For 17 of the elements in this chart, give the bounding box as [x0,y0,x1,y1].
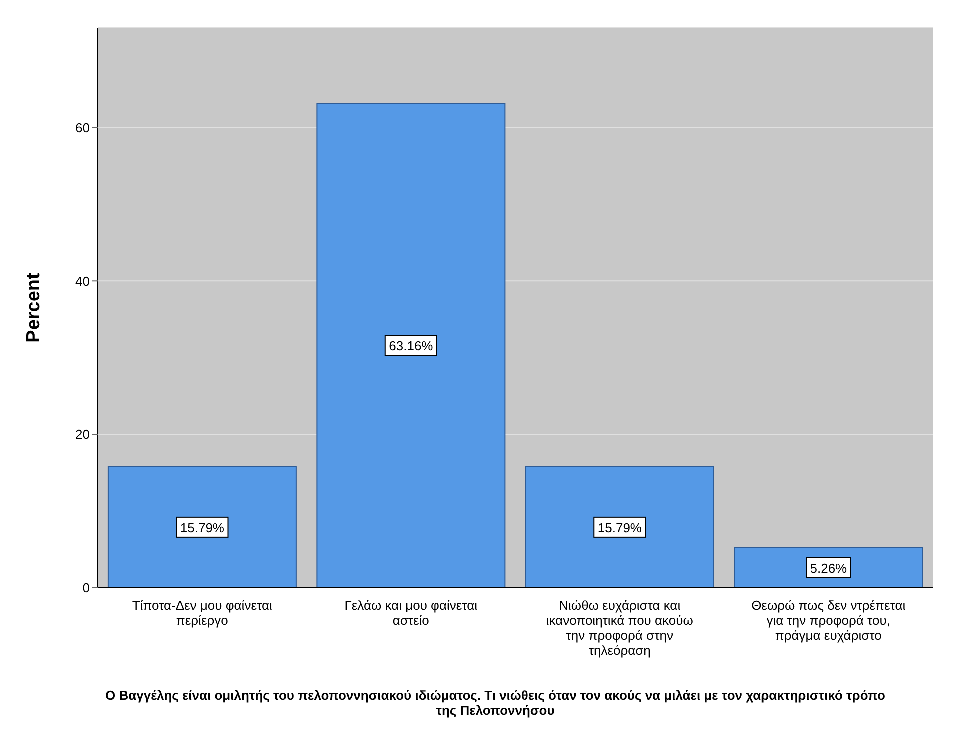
y-axis-title: Percent [24,272,45,343]
x-tick-label: Γελάω και μου φαίνεται αστείο [344,598,478,628]
data-label: 5.26% [810,560,848,576]
x-tick-label: Θεωρώ πως δεν ντρέπεται για την προφορά του, πράγμα ευχάριστο [752,598,906,643]
x-tick-label: Νιώθω ευχάριστα και ικανοποιητικά που ακούω την προφορά στην τηλεόραση [546,598,694,658]
bar [108,466,297,588]
data-label: 63.16% [389,338,434,354]
x-tick-label: Τίποτα-Δεν μου φαίνεται περίεργο [132,598,272,628]
y-tick-label: 40 [76,274,90,289]
data-label: 15.79% [180,520,225,536]
y-tick-label: 0 [82,580,90,596]
bar [525,466,714,588]
x-axis-title: Ο Βαγγέλης είναι ομιλητής του πελοποννησιακού ιδιώματος. Τι νιώθεις όταν τον ακούς να μιλάει με τον χαρακτηριστικό τρόπο της Πελοποννήσου [104,688,886,718]
y-tick-label: 20 [76,427,90,442]
y-tick-label: 60 [76,120,90,136]
data-label: 15.79% [598,520,642,536]
bar [316,102,506,588]
